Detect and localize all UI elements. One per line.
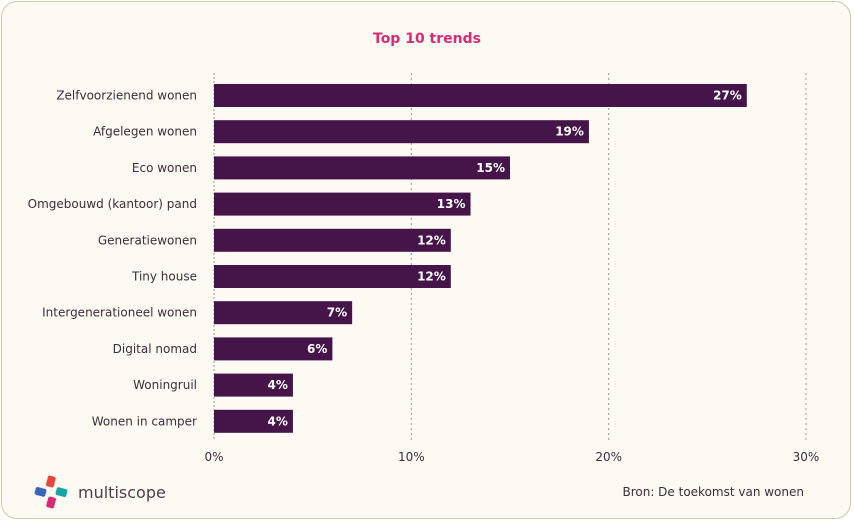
chart-title: Top 10 trends <box>373 31 481 47</box>
bar <box>214 373 293 397</box>
x-tick-label: 10% <box>398 450 425 464</box>
bar <box>214 265 451 288</box>
bars <box>214 84 747 433</box>
category-label: Zelfvoorzienend wonen <box>56 89 197 103</box>
x-tick-label: 30% <box>793 450 820 464</box>
x-tick-label: 0% <box>204 450 223 464</box>
bar <box>214 192 471 216</box>
bar <box>214 156 510 180</box>
data-label: 4% <box>268 414 288 428</box>
data-label: 12% <box>417 233 446 247</box>
category-labels: Zelfvoorzienend wonen Afgelegen wonen Eco … <box>28 89 197 429</box>
multiscope-logo-icon <box>34 475 68 509</box>
category-label: Woningruil <box>133 378 197 392</box>
bar <box>214 337 333 361</box>
brand-name: multiscope <box>78 482 166 502</box>
bar <box>214 84 747 107</box>
data-label: 6% <box>307 342 327 356</box>
bar <box>214 228 451 252</box>
bar <box>214 409 293 433</box>
bar <box>214 301 353 325</box>
data-label: 12% <box>417 270 446 284</box>
data-label: 4% <box>268 378 288 392</box>
category-label: Eco wonen <box>132 161 197 175</box>
bar <box>214 120 589 144</box>
data-label: 13% <box>437 197 466 211</box>
x-tick-label: 20% <box>595 450 622 464</box>
category-label: Digital nomad <box>113 342 197 356</box>
category-label: Intergenerationeel wonen <box>42 306 197 320</box>
data-label: 19% <box>555 125 584 139</box>
data-label: 15% <box>476 161 505 175</box>
data-label: 7% <box>327 306 347 320</box>
category-label: Generatiewonen <box>98 233 197 247</box>
x-tick-labels: 0% 10% 20% 30% <box>204 450 819 464</box>
category-label: Tiny house <box>131 270 197 284</box>
category-label: Afgelegen wonen <box>93 125 197 139</box>
multiscope-logo: multiscope <box>34 475 166 509</box>
category-label: Omgebouwd (kantoor) pand <box>28 197 197 211</box>
category-label: Wonen in camper <box>92 414 197 428</box>
data-label: 27% <box>713 89 742 103</box>
source-note: Bron: De toekomst van wonen <box>622 485 804 499</box>
data-labels: 27% 19% 15% 13% 12% 12% 7% 6% 4% 4% <box>268 89 742 429</box>
